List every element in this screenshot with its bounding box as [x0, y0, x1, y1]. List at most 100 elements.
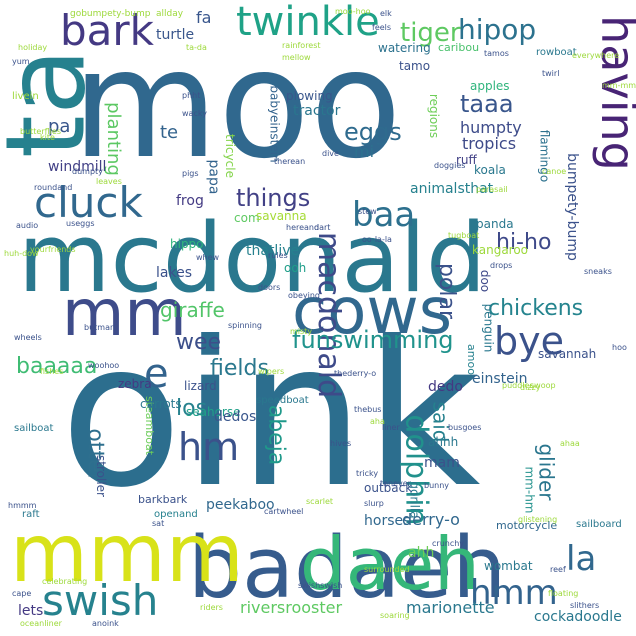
word: feels [372, 23, 392, 32]
word: oceanliner [20, 619, 62, 628]
word: openand [154, 509, 198, 520]
word: hmm [470, 573, 558, 613]
word: cockadoodle [534, 609, 622, 625]
word: yum [12, 57, 30, 66]
word: oo-la-la [362, 235, 392, 244]
word: com [234, 211, 260, 225]
word: te [160, 122, 179, 143]
word: mcdonald [18, 204, 487, 314]
word: penguin [481, 303, 496, 353]
word: lets [18, 603, 44, 619]
word: dive [322, 149, 339, 158]
word: panda [476, 217, 514, 231]
word: amoo [464, 344, 478, 375]
word: everywhere [572, 51, 620, 60]
word: floating [548, 589, 579, 598]
word: los [176, 396, 208, 421]
word: useggs [66, 219, 95, 228]
word: having [590, 15, 636, 171]
word: sailboat [14, 423, 54, 434]
word: cows [292, 275, 453, 349]
word: ruff [456, 153, 477, 167]
word: canoe [542, 167, 567, 176]
word: liner [382, 423, 400, 432]
word: watering [378, 41, 431, 55]
word: tiger [400, 18, 461, 48]
word: hipop [458, 13, 537, 46]
word: yourfriends [30, 245, 76, 254]
word: mam [424, 455, 460, 471]
word: therean [274, 157, 306, 166]
word: raft [22, 509, 40, 520]
word: tricky [356, 469, 379, 478]
word: glider [534, 443, 559, 501]
word: riversrooster [240, 598, 343, 617]
word: doo [478, 269, 493, 293]
word: spinning [228, 321, 262, 330]
word: abeja [263, 404, 289, 466]
word: moo [72, 18, 402, 192]
word: huh-dow [4, 249, 39, 258]
word: gobumpety-bump [70, 9, 151, 19]
word: tamo [399, 59, 431, 73]
word: windmill [48, 159, 107, 175]
word: pigs [182, 169, 199, 178]
word: lakes [156, 265, 192, 281]
word: swishswish [298, 581, 343, 590]
word: slithers [570, 601, 600, 610]
word: mellow [282, 53, 311, 62]
word: tropics [462, 134, 517, 153]
word: dizzy [520, 383, 541, 392]
word: whew [196, 253, 220, 262]
word: rules [268, 251, 288, 260]
word: regions [427, 93, 442, 139]
word: celebrating [42, 577, 88, 586]
word: drops [490, 261, 513, 270]
word: woohoo [88, 361, 120, 370]
word: moo-hoo [335, 7, 371, 16]
word: holiday [18, 43, 48, 52]
word: caribou [438, 41, 480, 54]
word: giraffe [160, 298, 225, 322]
word: bumpety-bump [563, 153, 580, 261]
word: sneaks [584, 267, 612, 276]
word: babyeinstein [267, 85, 282, 163]
word: aha [370, 417, 385, 426]
word: motorcycle [496, 519, 558, 532]
word: stew [358, 207, 377, 216]
word: bunny [424, 481, 450, 490]
word: cape [12, 589, 32, 598]
word: butterflies [20, 127, 61, 136]
word: allday [156, 9, 184, 19]
word: polar [434, 262, 460, 320]
word: tonever [380, 479, 411, 488]
word: sat [152, 519, 165, 528]
word: eggs [344, 118, 402, 146]
word: swish [42, 576, 159, 625]
word: chickens [488, 296, 584, 321]
word: phht [182, 91, 201, 100]
word: thebus [354, 405, 382, 414]
word: ta-da [186, 43, 207, 52]
word: crunchy [432, 539, 465, 548]
word: twinkle [236, 0, 380, 45]
word: zebra [118, 377, 152, 391]
word: leaves [96, 177, 122, 186]
word: turtle [156, 27, 195, 43]
word: apples [470, 79, 510, 93]
word: marionette [406, 598, 495, 617]
word: savannah [538, 347, 597, 361]
word: oink [60, 299, 481, 532]
word: puddles [502, 381, 534, 390]
word: daeh [300, 522, 480, 606]
word: doors [258, 283, 281, 292]
word: ahaa [560, 439, 580, 448]
word: hm [178, 425, 240, 469]
word: einstein [472, 371, 528, 387]
word: baa [352, 195, 416, 235]
word: hi-ho [496, 230, 552, 255]
word: things [236, 184, 311, 212]
word: doggies [434, 161, 466, 170]
word: scarlet [306, 497, 334, 506]
word: kite [40, 133, 55, 142]
